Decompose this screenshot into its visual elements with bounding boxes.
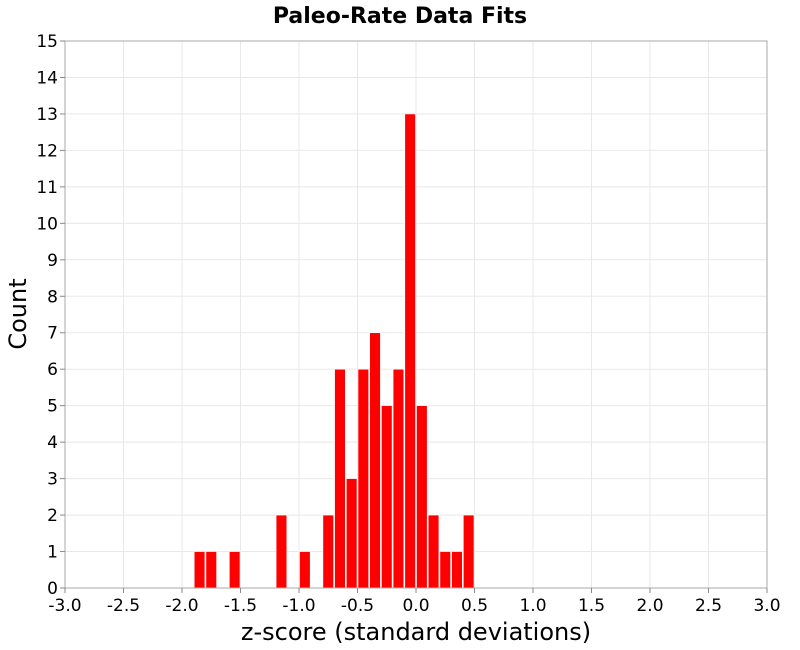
histogram-bar <box>299 551 311 589</box>
y-tick-label: 10 <box>36 214 58 234</box>
histogram-bar <box>205 551 217 589</box>
x-tick-label: -2.5 <box>107 596 140 616</box>
histogram-bar <box>345 478 358 589</box>
x-axis-label: z-score (standard deviations) <box>241 618 591 646</box>
y-tick-label: 15 <box>36 32 58 52</box>
bars <box>193 113 475 589</box>
x-tick-label: -0.5 <box>341 596 374 616</box>
y-tick-label: 9 <box>47 251 58 271</box>
y-axis-label: Count <box>4 278 32 349</box>
y-tick-label: 11 <box>36 178 58 198</box>
x-tick-label: 2.0 <box>636 596 663 616</box>
y-tick-label: 3 <box>47 470 58 490</box>
y-tick-label: 12 <box>36 141 58 161</box>
y-tick-label: 2 <box>47 506 58 526</box>
histogram-bar <box>439 551 451 589</box>
y-tick-label: 4 <box>47 433 58 453</box>
histogram-bar <box>357 368 369 589</box>
x-tick-label: -1.0 <box>282 596 315 616</box>
x-axis-ticks: -3.0 -2.5 -2.0 -1.5 -1.0 -0.5 0.0 0.5 1.0 1.5 2.0 2… <box>48 588 781 616</box>
x-tick-label: 1.5 <box>578 596 605 616</box>
histogram-bar <box>334 368 346 589</box>
y-tick-label: 5 <box>47 397 58 417</box>
y-tick-label: 7 <box>47 324 58 344</box>
histogram-bar <box>381 405 393 589</box>
x-tick-label: 0.0 <box>402 596 429 616</box>
histogram-bar <box>229 551 241 589</box>
grid <box>64 40 768 589</box>
y-tick-label: 0 <box>47 579 58 599</box>
y-tick-label: 14 <box>36 68 58 88</box>
histogram-bar <box>322 514 334 589</box>
x-tick-label: -1.5 <box>224 596 257 616</box>
x-tick-label: 3.0 <box>753 596 780 616</box>
histogram-bar <box>193 551 206 589</box>
histogram-bar <box>427 514 440 589</box>
x-tick-label: -2.0 <box>165 596 198 616</box>
x-tick-label: -3.0 <box>48 596 81 616</box>
histogram-bar <box>416 405 428 589</box>
histogram-bar <box>392 368 405 589</box>
histogram-bar <box>451 551 463 589</box>
y-tick-label: 8 <box>47 287 58 307</box>
chart-title: Paleo-Rate Data Fits <box>273 4 527 29</box>
x-tick-label: 2.5 <box>695 596 722 616</box>
histogram-bar <box>404 113 416 589</box>
y-tick-label: 6 <box>47 360 58 380</box>
y-tick-label: 13 <box>36 105 58 125</box>
x-tick-label: 0.5 <box>461 596 488 616</box>
x-tick-label: 1.0 <box>519 596 546 616</box>
histogram-bar <box>369 332 381 589</box>
histogram-bar <box>462 514 475 589</box>
histogram-bar <box>275 514 288 589</box>
y-tick-label: 1 <box>47 543 58 563</box>
